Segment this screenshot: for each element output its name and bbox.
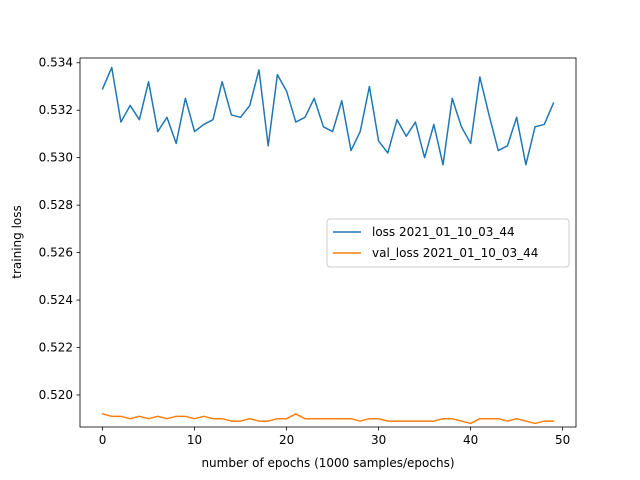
series-layer bbox=[101, 66, 555, 425]
loss-series-line bbox=[101, 66, 555, 166]
y-axis: 0.520 0.522 0.524 0.526 0.528 0.530 0.532 0.534 bbox=[39, 56, 80, 402]
y-axis-label: training loss bbox=[10, 205, 24, 278]
x-tick-label: 30 bbox=[371, 433, 386, 447]
y-tick-label: 0.524 bbox=[39, 293, 73, 307]
y-tick-label: 0.520 bbox=[39, 388, 73, 402]
y-tick-label: 0.522 bbox=[39, 341, 73, 355]
x-tick-label: 20 bbox=[279, 433, 294, 447]
legend-label-loss: loss 2021_01_10_03_44 bbox=[372, 225, 515, 239]
val-loss-series-line bbox=[101, 413, 555, 425]
y-tick-label: 0.532 bbox=[39, 103, 73, 117]
y-tick-label: 0.526 bbox=[39, 246, 73, 260]
legend-label-val-loss: val_loss 2021_01_10_03_44 bbox=[372, 246, 538, 260]
plot-frame bbox=[79, 57, 577, 428]
y-tick-label: 0.528 bbox=[39, 198, 73, 212]
x-tick-label: 10 bbox=[187, 433, 202, 447]
legend: loss 2021_01_10_03_44 val_loss 2021_01_1… bbox=[326, 218, 570, 268]
x-axis-label: number of epochs (1000 samples/epochs) bbox=[201, 456, 454, 470]
x-tick-label: 50 bbox=[555, 433, 570, 447]
x-tick-label: 0 bbox=[99, 433, 107, 447]
x-axis: 0 10 20 30 40 50 bbox=[99, 427, 570, 447]
y-tick-label: 0.530 bbox=[39, 151, 73, 165]
legend-box bbox=[326, 218, 570, 268]
x-tick-label: 40 bbox=[463, 433, 478, 447]
y-tick-label: 0.534 bbox=[39, 56, 73, 70]
